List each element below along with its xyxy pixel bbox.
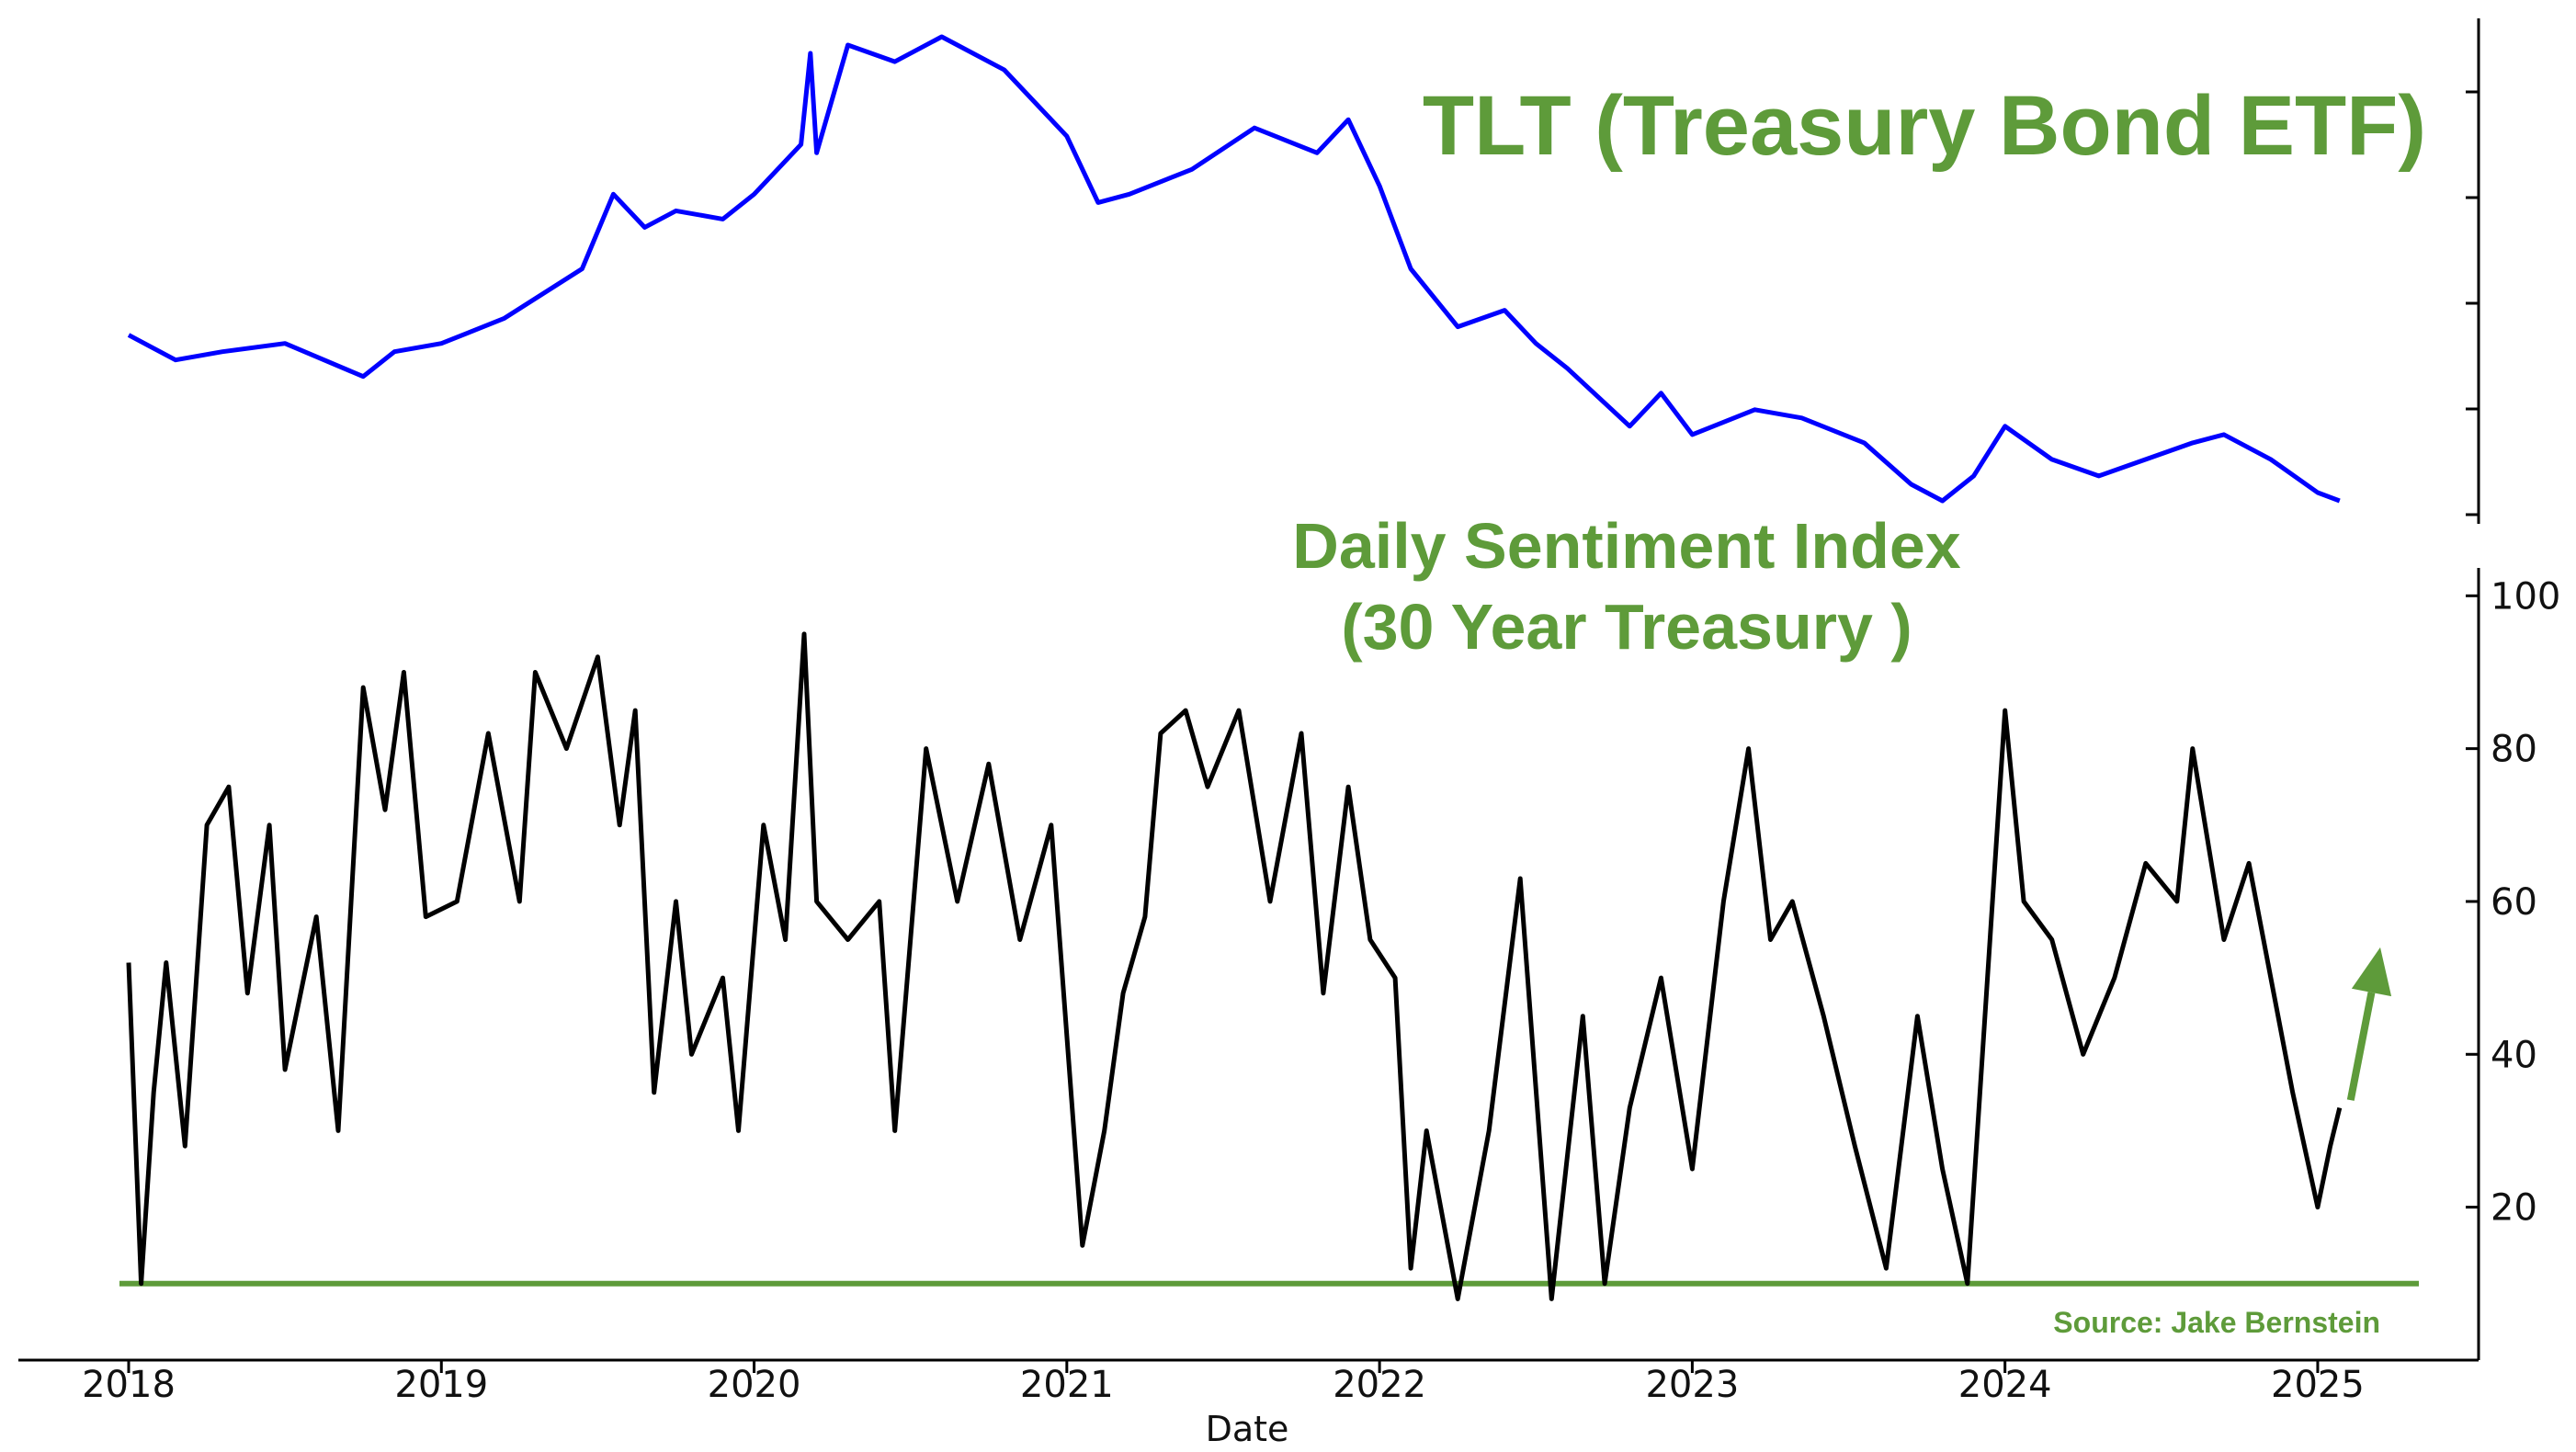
dsi-series-line	[126, 631, 2343, 1301]
dsi-title-line-1: Daily Sentiment Index	[1292, 510, 1960, 582]
y-tick-label: 20	[2491, 1187, 2537, 1230]
arrow-head	[2351, 947, 2392, 997]
y-tick-label: 40	[2491, 1034, 2537, 1076]
y-tick-label: 60	[2491, 881, 2537, 924]
x-axis-title: Date	[1206, 1409, 1289, 1449]
tlt-series-line	[127, 34, 2341, 504]
tlt-title: TLT (Treasury Bond ETF)	[1423, 79, 2426, 173]
x-tick-label: 2022	[1333, 1364, 1426, 1406]
up-arrow-icon	[2346, 947, 2392, 1101]
x-tick-label: 2023	[1645, 1364, 1739, 1406]
dsi-title-line-2: (30 Year Treasury )	[1341, 591, 1912, 663]
y-tick-label: 100	[2491, 575, 2560, 618]
arrow-shaft	[2346, 992, 2376, 1101]
top-panel-ticks	[2466, 90, 2479, 516]
x-tick-label: 2021	[1020, 1364, 1114, 1406]
x-tick-label: 2025	[2271, 1364, 2365, 1406]
y-axis-ticks: 20 40 60 80 100	[2466, 575, 2560, 1230]
x-tick-label: 2018	[82, 1364, 176, 1406]
source-annotation: Source: Jake Bernstein	[2053, 1306, 2380, 1339]
y-tick-label: 80	[2491, 729, 2537, 771]
x-tick-label: 2020	[708, 1364, 801, 1406]
x-axis-ticks: 2018 2019 2020 2021 2022 2023 2024 2025	[82, 1360, 2365, 1406]
x-tick-label: 2024	[1958, 1364, 2052, 1406]
x-tick-label: 2019	[394, 1364, 488, 1406]
